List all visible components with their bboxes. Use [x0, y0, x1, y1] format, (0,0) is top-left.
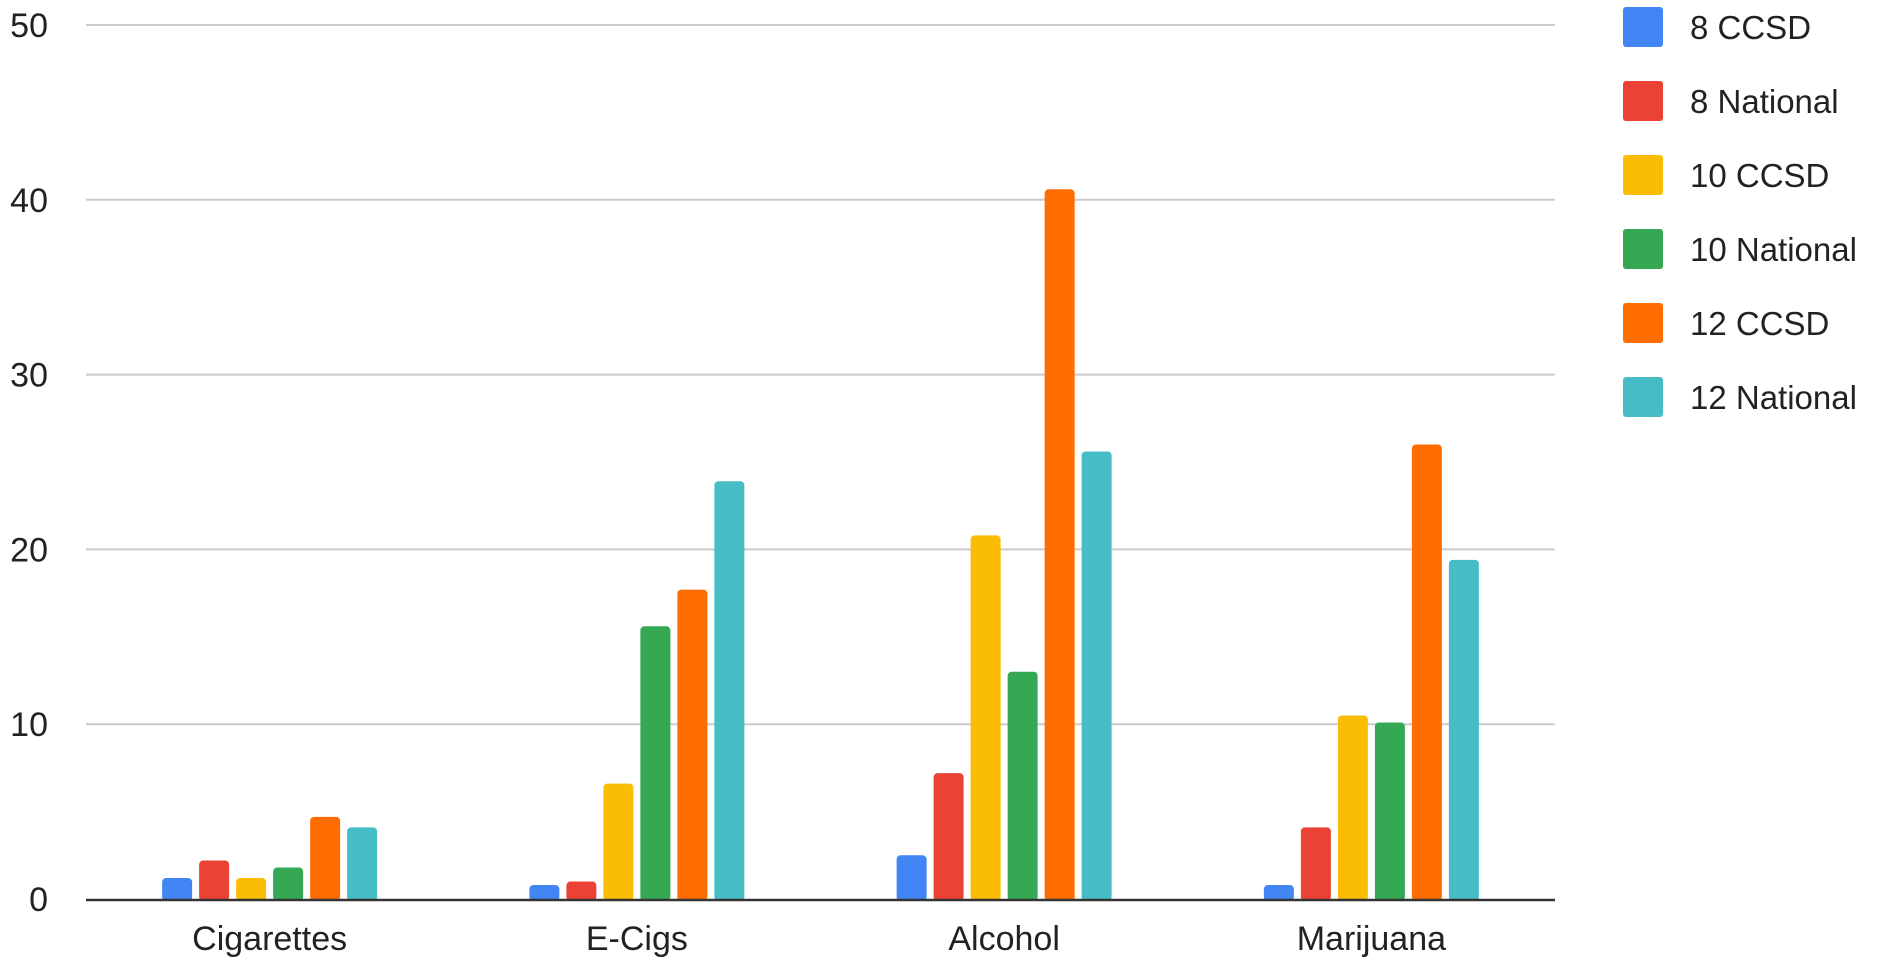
bar-12-national: [714, 481, 745, 901]
legend-swatch: [1623, 7, 1663, 47]
bar-12-national: [1448, 559, 1479, 901]
bar-8-ccsd: [162, 878, 193, 901]
x-category-label: Cigarettes: [192, 920, 347, 958]
x-category-label: Marijuana: [1297, 920, 1446, 958]
legend-label: 8 National: [1690, 83, 1839, 120]
bar-8-ccsd: [1263, 885, 1294, 901]
y-axis-ticks: 0 10 20 30 40 50: [10, 7, 48, 919]
legend-swatch: [1623, 303, 1663, 343]
legend-label: 12 National: [1690, 379, 1857, 416]
bar-8-ccsd: [529, 885, 560, 901]
x-category-label: E-Cigs: [586, 920, 688, 958]
bars: [162, 189, 1479, 901]
legend-label: 10 National: [1690, 231, 1857, 268]
bar-8-national: [933, 773, 964, 901]
bar-8-national: [199, 860, 230, 901]
legend-label: 12 CCSD: [1690, 305, 1829, 342]
y-tick-label: 0: [29, 881, 48, 919]
bar-10-ccsd: [1337, 715, 1368, 901]
bar-10-national: [1374, 722, 1405, 901]
bar-10-ccsd: [236, 878, 267, 901]
bar-10-ccsd: [603, 783, 634, 901]
y-tick-label: 40: [10, 182, 48, 220]
x-category-label: Alcohol: [948, 920, 1060, 958]
legend-swatch: [1623, 377, 1663, 417]
bar-10-national: [1007, 671, 1038, 901]
legend-swatch: [1623, 81, 1663, 121]
bar-12-ccsd: [310, 816, 341, 901]
bar-8-national: [1300, 827, 1331, 901]
bar-10-national: [273, 867, 304, 901]
x-axis-categories: Cigarettes E-Cigs Alcohol Marijuana: [192, 920, 1446, 958]
bar-12-national: [347, 827, 378, 901]
legend-label: 10 CCSD: [1690, 157, 1829, 194]
bar-10-national: [640, 626, 671, 901]
bar-12-ccsd: [1044, 189, 1075, 901]
bar-8-ccsd: [896, 855, 927, 901]
gridlines: [86, 24, 1555, 726]
legend-swatch: [1623, 229, 1663, 269]
legend-swatch: [1623, 155, 1663, 195]
bar-8-national: [566, 881, 597, 901]
y-tick-label: 50: [10, 7, 48, 45]
y-tick-label: 20: [10, 531, 48, 569]
bar-12-national: [1081, 451, 1112, 901]
y-tick-label: 30: [10, 357, 48, 395]
legend-label: 8 CCSD: [1690, 9, 1811, 46]
bar-12-ccsd: [677, 589, 708, 901]
legend: 8 CCSD 8 National 10 CCSD 10 National 12 CCS…: [1623, 7, 1857, 417]
bar-10-ccsd: [970, 535, 1001, 901]
y-tick-label: 10: [10, 706, 48, 744]
bar-12-ccsd: [1411, 444, 1442, 901]
